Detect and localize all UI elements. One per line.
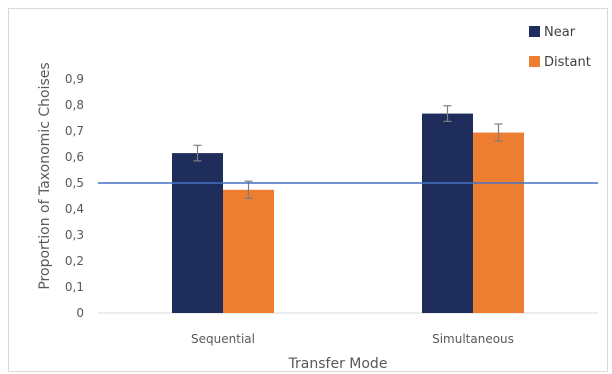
y-axis-title: Proportion of Taxonomic Choises [37,62,53,289]
bar-distant-simultaneous [473,132,524,313]
y-axis-ticks: 0 0,1 0,2 0,3 0,4 0,5 0,6 0,7 0,8 0,9 [65,72,84,320]
x-tick-label: Sequential [191,332,255,346]
legend-swatch-near [529,26,540,37]
bar-near-simultaneous [422,113,473,313]
bar-distant-sequential [223,189,274,313]
y-tick-label: 0,8 [65,98,84,112]
x-tick-label: Simultaneous [432,332,514,346]
legend-label-near: Near [544,25,576,40]
y-tick-label: 0,5 [65,176,84,190]
x-axis-title: Transfer Mode [288,356,388,372]
error-bar-distant-sequential [244,180,253,199]
y-tick-label: 0 [76,306,84,320]
y-tick-label: 0,6 [65,150,84,164]
y-tick-label: 0,2 [65,254,84,268]
bar-near-sequential [172,153,223,313]
error-bar-near-simultaneous [443,105,452,122]
y-tick-label: 0,4 [65,202,84,216]
legend-swatch-distant [529,56,540,67]
error-bars [193,105,503,199]
y-tick-label: 0,9 [65,72,84,86]
bars [172,113,524,313]
error-bar-near-sequential [193,144,202,162]
y-tick-label: 0,3 [65,228,84,242]
error-bar-distant-simultaneous [494,123,503,142]
x-axis-ticks: Sequential Simultaneous [191,332,514,346]
legend-label-distant: Distant [544,55,591,70]
y-tick-label: 0,1 [65,280,84,294]
legend: Near Distant [529,25,591,70]
y-tick-label: 0,7 [65,124,84,138]
